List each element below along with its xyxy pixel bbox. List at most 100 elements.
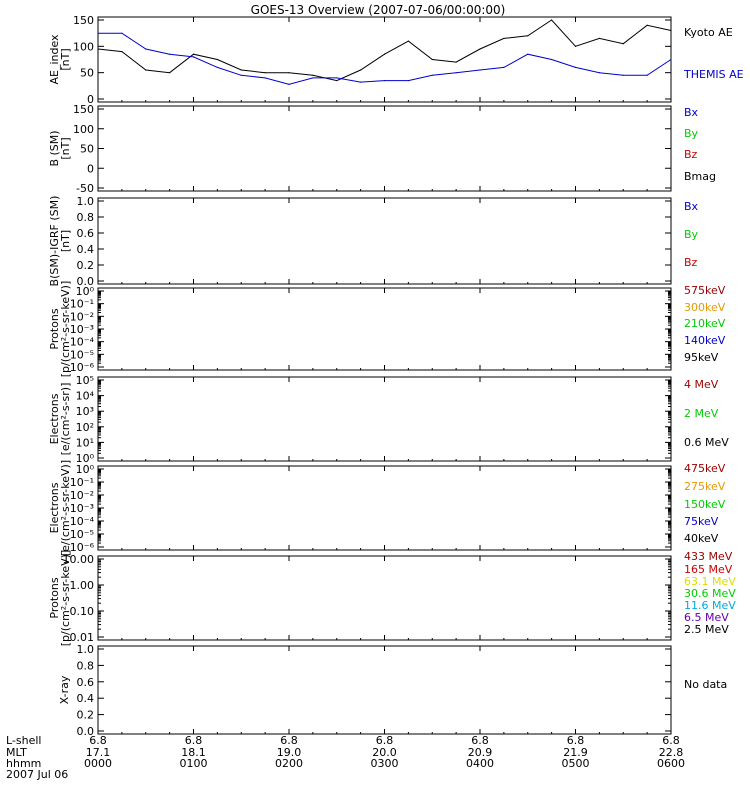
y-tick-label: 10⁻¹ xyxy=(70,476,94,489)
y-axis-label: B (SM)[nT] xyxy=(48,130,72,166)
x-row-label: 2007 Jul 06 xyxy=(6,768,68,781)
x-tick-label-lshell: 6.8 xyxy=(567,734,585,747)
y-tick-label: 10⁻⁶ xyxy=(70,361,95,374)
data-point xyxy=(383,53,386,55)
data-point xyxy=(145,69,147,71)
data-point xyxy=(622,74,624,76)
data-point xyxy=(121,51,123,53)
y-tick-label: 10⁵ xyxy=(76,374,94,387)
y-axis-label-line: [nT] xyxy=(59,137,72,159)
y-tick-label: 10⁻⁵ xyxy=(70,348,94,361)
panel-frame xyxy=(97,555,672,641)
legend-entry: Bx xyxy=(684,200,699,213)
y-axis-label: X-ray xyxy=(58,675,71,704)
y-tick-label: 0.0 xyxy=(77,725,95,738)
data-point xyxy=(574,66,577,68)
y-tick-label: 0.8 xyxy=(77,211,95,224)
panel-frame xyxy=(97,287,672,371)
y-tick-label: 100 xyxy=(73,123,94,136)
y-tick-label: 10⁻² xyxy=(70,310,94,323)
legend-entry: Bz xyxy=(684,256,698,269)
x-tick-label-hhmm: 0400 xyxy=(466,757,494,770)
y-tick-label: 50 xyxy=(80,143,94,156)
panel-protons-hi: 10.001.000.100.01Protons[p/(cm²-s-sr-keV… xyxy=(48,550,736,647)
legend-entry: 165 MeV xyxy=(684,563,733,576)
y-tick-label: 10⁰ xyxy=(76,285,95,298)
legend-entry: 140keV xyxy=(684,334,726,347)
panel-bdiff: 1.0 0.8 0.6 0.4 0.2 0.0 B(SM)-IGRF (SM)[nT] Bx B… xyxy=(48,195,699,288)
x-tick-label-mlt: 19.0 xyxy=(277,746,302,759)
data-point xyxy=(551,58,553,61)
panel-frame xyxy=(97,645,672,735)
data-point xyxy=(646,24,648,26)
legend-entry: By xyxy=(684,228,699,241)
data-point xyxy=(97,48,99,50)
legend-entry: 30.6 MeV xyxy=(684,587,736,600)
data-point xyxy=(288,72,290,74)
y-axis-label: AE_index[nT] xyxy=(48,34,72,85)
y-tick-label: 10⁻¹ xyxy=(70,298,94,311)
legend-entry: 6.5 MeV xyxy=(684,611,729,624)
y-tick-label: 0 xyxy=(87,93,94,106)
y-tick-label: 0.8 xyxy=(77,659,95,672)
x-tick-label-lshell: 6.8 xyxy=(376,734,394,747)
y-tick-label: 10² xyxy=(76,421,94,434)
y-axis-label: Protons[p/(cm²-s-sr-keV)] xyxy=(48,281,72,378)
data-point xyxy=(192,56,195,58)
x-row-label: hhmm xyxy=(6,757,41,770)
x-tick-label-mlt: 21.9 xyxy=(563,746,588,759)
y-tick-label: 10⁻⁴ xyxy=(70,515,95,528)
legend-entry: By xyxy=(684,127,699,140)
legend-entry: Kyoto AE xyxy=(684,26,733,39)
x-tick-label-mlt: 17.1 xyxy=(86,746,111,759)
data-point xyxy=(455,61,457,63)
legend-entry: Bmag xyxy=(684,170,716,183)
data-point xyxy=(407,79,409,82)
data-point xyxy=(527,35,529,37)
data-point xyxy=(479,48,481,50)
data-point xyxy=(455,72,457,74)
x-tick-label-lshell: 6.8 xyxy=(280,734,298,747)
y-tick-label: 10⁻⁴ xyxy=(70,336,95,349)
y-axis-label-line: Protons xyxy=(48,577,61,618)
legend-entry: No data xyxy=(684,678,727,691)
x-row-label: MLT xyxy=(6,746,27,759)
data-point xyxy=(121,32,123,34)
panel-ae: 150 100 50 0 AE_index[nT] Kyoto AE THEMIS AE xyxy=(48,14,744,106)
y-tick-label: 10⁰ xyxy=(76,452,95,465)
y-tick-label: 50 xyxy=(80,67,94,80)
y-tick-label: 10.00 xyxy=(63,553,95,566)
data-point xyxy=(431,74,433,76)
x-row-label: L-shell xyxy=(6,734,42,747)
y-tick-label: 0.2 xyxy=(77,709,95,722)
legend-entry: 0.6 MeV xyxy=(684,436,729,449)
data-point xyxy=(169,72,171,74)
y-tick-label: 10⁻³ xyxy=(70,323,94,336)
x-tick-label-lshell: 6.8 xyxy=(185,734,203,747)
data-point xyxy=(97,32,99,34)
data-point xyxy=(646,74,648,76)
data-point xyxy=(503,37,505,40)
x-tick-label-hhmm: 0600 xyxy=(657,757,685,770)
legend-entry: 2 MeV xyxy=(684,407,719,420)
panel-frame xyxy=(97,197,672,285)
x-tick-label-lshell: 6.8 xyxy=(471,734,489,747)
y-tick-label: 10⁻² xyxy=(70,489,94,502)
legend-entry: THEMIS AE xyxy=(683,68,744,81)
data-point xyxy=(383,79,386,82)
y-tick-label: 1.0 xyxy=(77,643,95,656)
legend-entry: 11.6 MeV xyxy=(684,599,736,612)
panel-protons-mag: 10⁰10⁻¹10⁻²10⁻³10⁻⁴10⁻⁵10⁻⁶Protons[p/(cm… xyxy=(48,281,726,378)
legend-entry: 150keV xyxy=(684,498,726,511)
data-point xyxy=(145,48,147,50)
data-point xyxy=(527,53,529,55)
y-axis-label: Protons[p/(cm²-s-sr-keV)] xyxy=(48,550,72,647)
y-tick-label: 10³ xyxy=(76,405,94,418)
data-point xyxy=(216,66,218,68)
y-tick-label: 10⁰ xyxy=(76,463,95,476)
data-point xyxy=(431,58,433,61)
y-tick-label: 10⁻⁵ xyxy=(70,528,94,541)
data-point xyxy=(622,43,624,45)
